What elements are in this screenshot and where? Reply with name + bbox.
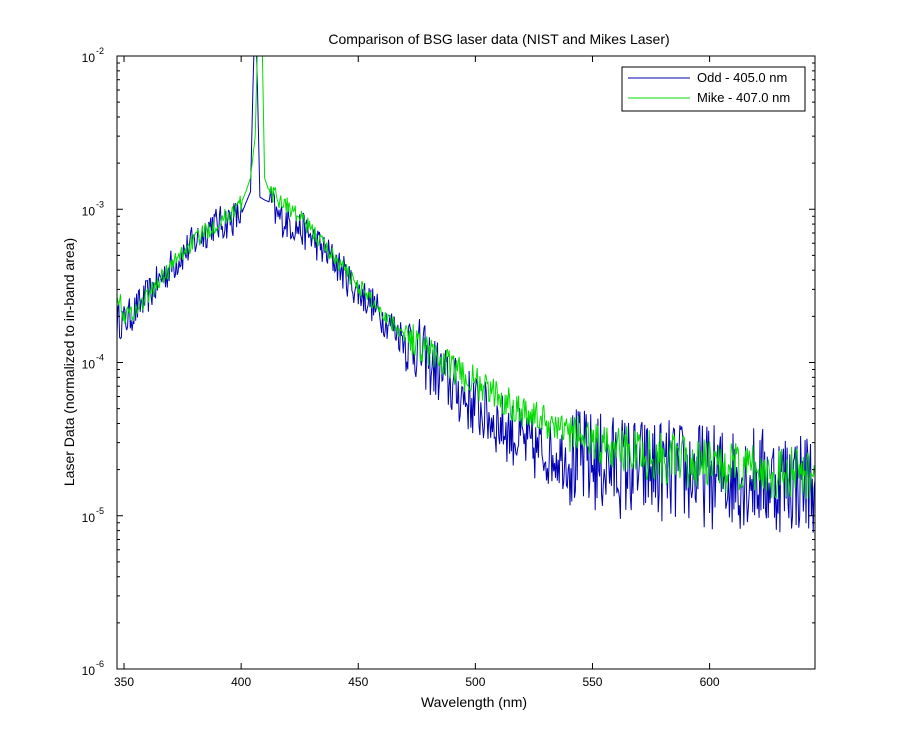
x-tick-label: 550 [582, 675, 602, 689]
legend-label-odd: Odd - 405.0 nm [697, 70, 787, 85]
x-tick-label: 400 [231, 675, 251, 689]
x-axis-label: Wavelength (nm) [421, 694, 527, 710]
y-tick-exponent: -3 [96, 199, 104, 209]
x-tick-label: 450 [348, 675, 368, 689]
x-tick-label: 500 [465, 675, 485, 689]
y-tick-exponent: -4 [96, 353, 104, 363]
y-tick-exponent: -6 [96, 659, 104, 669]
y-tick-label: 10 [82, 664, 96, 678]
y-tick-exponent: -5 [96, 506, 104, 516]
y-tick-exponent: -2 [96, 46, 104, 56]
y-tick-label: 10 [82, 358, 96, 372]
legend-label-mike: Mike - 407.0 nm [697, 90, 790, 105]
x-tick-label: 350 [114, 675, 134, 689]
y-axis-label: Laser Data (normalized to in-band area) [61, 238, 77, 486]
chart-title: Comparison of BSG laser data (NIST and M… [328, 31, 669, 47]
series-line-1 [117, 56, 815, 499]
y-tick-label: 10 [82, 511, 96, 525]
x-tick-label: 600 [700, 675, 720, 689]
y-tick-label: 10 [82, 204, 96, 218]
y-tick-label: 10 [82, 51, 96, 65]
legend: Odd - 405.0 nm Mike - 407.0 nm [621, 66, 806, 112]
legend-box [621, 66, 806, 112]
